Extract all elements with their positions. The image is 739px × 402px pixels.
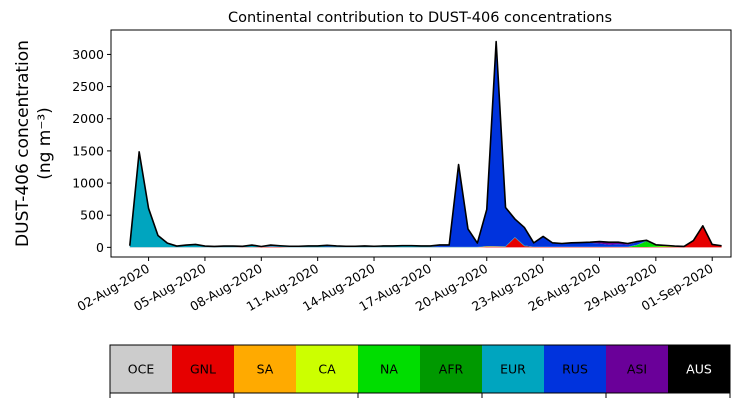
legend-label-sa: SA <box>257 362 274 377</box>
legend-swatch-oce <box>110 345 173 393</box>
legend-swatch-sa <box>234 345 297 393</box>
y-tick-label: 500 <box>80 208 104 223</box>
legend-frame <box>109 344 731 394</box>
y-axis-label: DUST-406 concentration (ng m⁻³) <box>13 40 55 247</box>
legend-label-afr: AFR <box>439 362 464 377</box>
total-outline-line <box>128 40 722 248</box>
legend-swatch-gnl <box>172 345 235 393</box>
y-tick-label: 1000 <box>72 176 104 191</box>
plot-frame <box>110 29 732 258</box>
legend-label-gnl: GNL <box>190 362 216 377</box>
legend-swatch-na <box>358 345 421 393</box>
chart-title: Continental contribution to DUST-406 con… <box>228 10 612 26</box>
legend-swatch-rus <box>544 345 607 393</box>
y-tick-label: 0 <box>96 240 104 255</box>
legend-label-eur: EUR <box>500 362 526 377</box>
legend-swatch-ca <box>296 345 359 393</box>
legend-label-na: NA <box>380 362 398 377</box>
legend-label-ca: CA <box>318 362 336 377</box>
legend-label-oce: OCE <box>128 362 155 377</box>
legend-swatch-aus <box>668 345 731 393</box>
y-tick-label: 2000 <box>72 111 104 126</box>
y-axis-label-line1: DUST-406 concentration <box>13 40 33 247</box>
x-axis: 02-Aug-202005-Aug-202008-Aug-202011-Aug-… <box>75 257 716 314</box>
area-series-aus <box>129 41 722 247</box>
y-tick-label: 2500 <box>72 79 104 94</box>
y-tick-label: 1500 <box>72 143 104 158</box>
y-axis-label-line2: (ng m⁻³) <box>35 107 55 180</box>
stacked-areas <box>129 41 722 248</box>
legend: OCE GNL SA CA NA AFR EUR RUS ASI AUS <box>109 344 731 398</box>
area-series-rus <box>129 41 722 247</box>
legend-label-aus: AUS <box>686 362 712 377</box>
y-axis: 0 500 1000 1500 2000 2500 3000 <box>72 47 111 255</box>
area-series-eur <box>129 152 722 248</box>
legend-swatch-eur <box>482 345 545 393</box>
legend-swatch-asi <box>606 345 669 393</box>
y-tick-label: 3000 <box>72 47 104 62</box>
area-series-asi <box>129 41 722 247</box>
legend-swatch-afr <box>420 345 483 393</box>
legend-label-asi: ASI <box>627 362 647 377</box>
legend-label-rus: RUS <box>562 362 588 377</box>
